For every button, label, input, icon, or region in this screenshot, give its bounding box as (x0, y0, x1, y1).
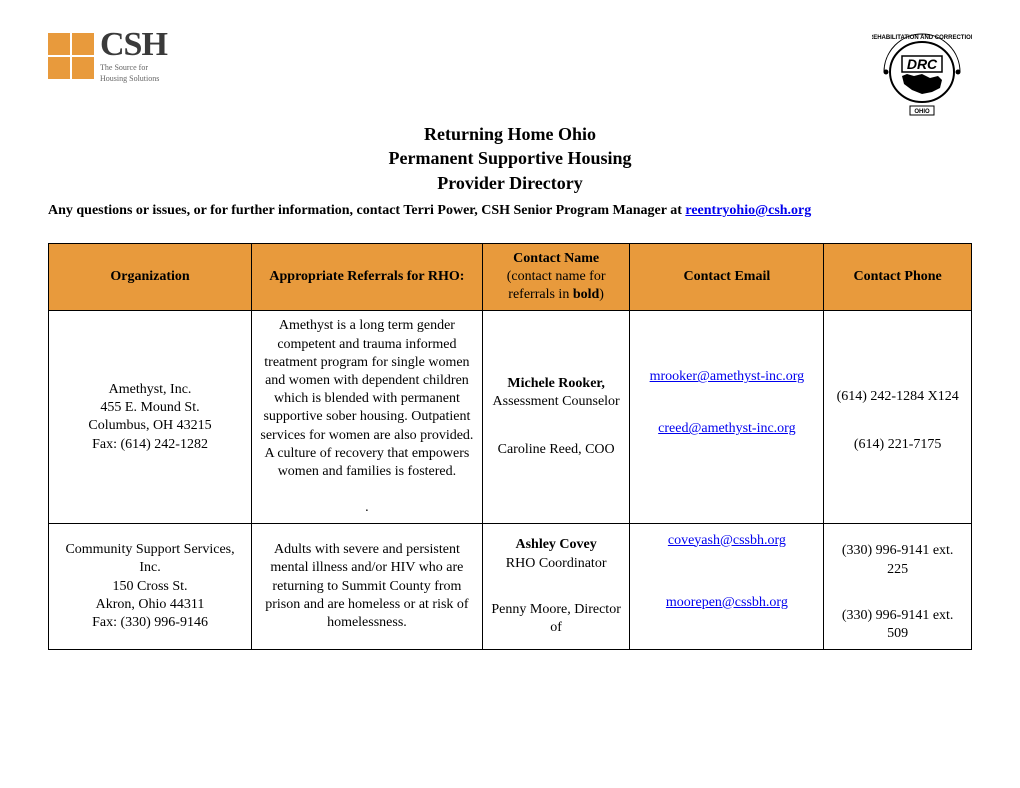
contact-name-cell: Ashley Covey RHO Coordinator Penny Moore… (482, 524, 630, 650)
phone-cell: (614) 242-1284 X124 (614) 221-7175 (824, 311, 972, 524)
org-fax: Fax: (614) 242-1282 (57, 436, 243, 454)
email1-link[interactable]: coveyash@cssbh.org (668, 533, 786, 548)
csh-logo-text: CSH (100, 28, 167, 62)
org-addr1: 455 E. Mound St. (57, 399, 243, 417)
intro-text: Any questions or issues, or for further … (48, 203, 685, 218)
col-header-referrals: Appropriate Referrals for RHO: (252, 243, 483, 311)
csh-squares-icon (48, 33, 94, 79)
contact1-title: Assessment Counselor (491, 393, 622, 411)
table-row: Amethyst, Inc. 455 E. Mound St. Columbus… (49, 311, 972, 524)
header-logos: CSH The Source for Housing Solutions REH… (48, 28, 972, 118)
contact1-title: RHO Coordinator (491, 555, 622, 573)
org-addr2: Columbus, OH 43215 (57, 417, 243, 435)
org-name: Amethyst, Inc. (57, 381, 243, 399)
svg-text:REHABILITATION AND CORRECTION: REHABILITATION AND CORRECTION (872, 35, 972, 41)
referrals-cell: Adults with severe and persistent mental… (252, 524, 483, 650)
referrals-text: Amethyst is a long term gender competent… (260, 317, 474, 481)
org-fax: Fax: (330) 996-9146 (57, 614, 243, 632)
contact2-name: Penny Moore, Director of (491, 601, 622, 637)
col-header-organization: Organization (49, 243, 252, 311)
org-addr2: Akron, Ohio 44311 (57, 596, 243, 614)
org-cell: Community Support Services, Inc. 150 Cro… (49, 524, 252, 650)
svg-text:DRC: DRC (907, 56, 938, 72)
phone2: (614) 221-7175 (832, 436, 963, 454)
phone1: (330) 996-9141 ext. 225 (832, 542, 963, 578)
svg-text:OHIO: OHIO (914, 109, 930, 115)
contact1-name: Ashley Covey (515, 537, 596, 552)
csh-tagline-2: Housing Solutions (100, 75, 167, 84)
contact-name-cell: Michele Rooker, Assessment Counselor Car… (482, 311, 630, 524)
referrals-cell: Amethyst is a long term gender competent… (252, 311, 483, 524)
provider-table: Organization Appropriate Referrals for R… (48, 243, 972, 650)
col-header-phone: Contact Phone (824, 243, 972, 311)
intro-email-link[interactable]: reentryohio@csh.org (685, 203, 811, 218)
email-cell: mrooker@amethyst-inc.org creed@amethyst-… (630, 311, 824, 524)
org-addr1: 150 Cross St. (57, 578, 243, 596)
drc-logo: REHABILITATION AND CORRECTION DRC OHIO (872, 28, 972, 118)
contact2-name: Caroline Reed, COO (491, 441, 622, 459)
col-header-contact-name: Contact Name (contact name for referrals… (482, 243, 630, 311)
org-cell: Amethyst, Inc. 455 E. Mound St. Columbus… (49, 311, 252, 524)
phone2: (330) 996-9141 ext. 509 (832, 607, 963, 643)
table-row: Community Support Services, Inc. 150 Cro… (49, 524, 972, 650)
referrals-dot: . (260, 499, 474, 517)
table-header-row: Organization Appropriate Referrals for R… (49, 243, 972, 311)
phone1: (614) 242-1284 X124 (832, 388, 963, 406)
title-line-3: Provider Directory (48, 171, 972, 195)
phone-cell: (330) 996-9141 ext. 225 (330) 996-9141 e… (824, 524, 972, 650)
csh-logo: CSH The Source for Housing Solutions (48, 28, 167, 84)
col-header-name-main: Contact Name (491, 250, 622, 268)
contact1-name: Michele Rooker, (507, 376, 604, 391)
org-name: Community Support Services, Inc. (57, 541, 243, 577)
email2-link[interactable]: moorepen@cssbh.org (666, 595, 788, 610)
col-header-name-sub: (contact name for referrals in bold) (491, 268, 622, 304)
csh-tagline-1: The Source for (100, 64, 167, 73)
title-block: Returning Home Ohio Permanent Supportive… (48, 122, 972, 195)
email2-link[interactable]: creed@amethyst-inc.org (658, 421, 795, 436)
intro-paragraph: Any questions or issues, or for further … (48, 203, 972, 219)
title-line-2: Permanent Supportive Housing (48, 146, 972, 170)
title-line-1: Returning Home Ohio (48, 122, 972, 146)
col-header-email: Contact Email (630, 243, 824, 311)
email-cell: coveyash@cssbh.org moorepen@cssbh.org (630, 524, 824, 650)
email1-link[interactable]: mrooker@amethyst-inc.org (650, 369, 805, 384)
